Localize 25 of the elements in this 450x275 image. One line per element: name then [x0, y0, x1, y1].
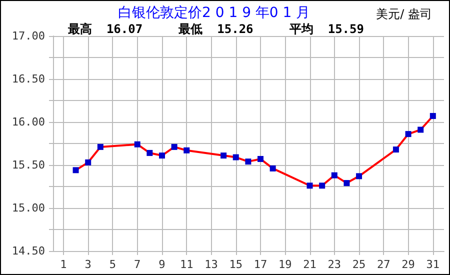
text: 美元/ 盎司 — [376, 7, 432, 21]
y-tick-label: 16.00 — [12, 116, 45, 128]
x-tick-label: 19 — [278, 258, 292, 271]
y-tick-label: 15.00 — [12, 202, 45, 214]
y-tick-label: 17.00 — [12, 30, 45, 42]
y-tick-label: 14.50 — [12, 244, 45, 258]
x-tick-label: 15 — [229, 258, 242, 271]
x-tick-label: 31 — [426, 258, 440, 271]
x-tick-label: 25 — [352, 258, 366, 271]
chart-subtitle: 最高 16.07 最低 15.26 平均 15.59 — [67, 22, 364, 36]
x-tick-label: 11 — [180, 258, 194, 271]
x-tick-label: 1 — [60, 258, 67, 271]
x-tick-label: 21 — [303, 258, 316, 271]
x-tick-label: 7 — [134, 258, 141, 271]
y-tick-label: 15.50 — [12, 158, 45, 172]
x-tick-label: 3 — [84, 258, 92, 271]
y-tick-label: 16.50 — [12, 72, 45, 86]
x-tick-label: 27 — [377, 258, 390, 271]
chart-title: 白银伦敦定价2 0 1 9 年0 1 月 — [118, 5, 310, 21]
x-tick-label: 17 — [254, 258, 268, 271]
x-tick-label: 29 — [402, 258, 415, 271]
x-tick-label: 23 — [328, 258, 342, 271]
x-tick-label: 13 — [204, 258, 218, 271]
x-tick-label: 5 — [109, 258, 116, 271]
x-tick-label: 9 — [158, 258, 166, 271]
